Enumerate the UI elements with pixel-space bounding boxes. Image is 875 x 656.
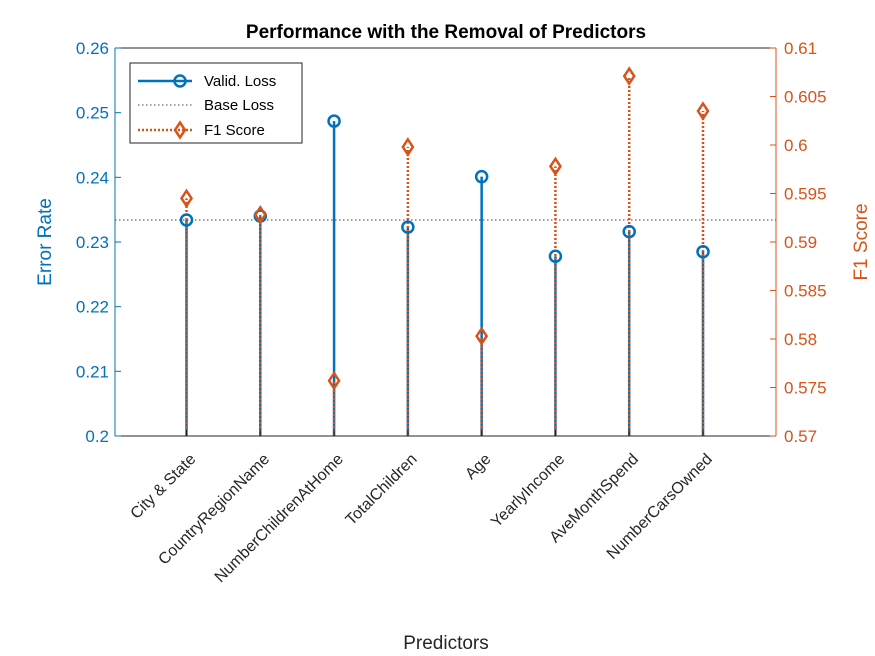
valid-loss-marker: [401, 220, 415, 234]
legend: Valid. Loss Base Loss F1 Score: [129, 62, 303, 144]
f1-score-marker: [253, 205, 267, 225]
left-tick-label: 0.21: [76, 362, 109, 381]
right-tick-label: 0.57: [784, 427, 817, 446]
right-tick-label: 0.6: [784, 136, 808, 155]
valid-loss-marker: [327, 114, 341, 128]
legend-item-f1-score: F1 Score: [138, 120, 265, 140]
left-tick-label: 0.24: [76, 168, 109, 187]
f1-score-marker: [179, 188, 194, 209]
valid-loss-marker: [622, 224, 636, 239]
f1-score-marker: [327, 370, 341, 391]
left-tick-label: 0.25: [76, 104, 109, 123]
f1-score-marker: [622, 66, 636, 86]
right-tick-label: 0.585: [784, 282, 827, 301]
valid-loss-marker: [474, 169, 489, 184]
markers-layer: [179, 66, 710, 391]
right-tick-label: 0.575: [784, 379, 827, 398]
legend-item-base-loss: Base Loss: [138, 97, 274, 114]
legend-label-base-loss: Base Loss: [204, 97, 274, 114]
x-axis-label: Predictors: [403, 633, 489, 654]
f1-score-marker: [696, 101, 710, 121]
stems-layer: [115, 76, 776, 436]
left-tick-label: 0.26: [76, 39, 109, 58]
right-tick-label: 0.61: [784, 39, 817, 58]
right-tick-label: 0.59: [784, 233, 817, 252]
legend-item-valid-loss: Valid. Loss: [138, 73, 276, 90]
right-axis-label: F1 Score: [851, 203, 872, 280]
right-tick-label: 0.605: [784, 88, 827, 107]
legend-marker-circle: [173, 74, 187, 88]
left-axis-ticks: 0.2 0.21 0.22 0.23 0.24 0.25 0.26: [76, 39, 121, 446]
legend-label-f1-score: F1 Score: [204, 122, 265, 139]
left-tick-label: 0.23: [76, 233, 109, 252]
right-axis-ticks: 0.57 0.575 0.58 0.585 0.59 0.595 0.6 0.605 0.61: [770, 39, 827, 446]
left-axis-label: Error Rate: [35, 198, 56, 286]
f1-score-marker: [548, 156, 562, 177]
valid-loss-marker: [548, 249, 563, 263]
right-tick-label: 0.595: [784, 185, 827, 204]
valid-loss-marker: [179, 213, 194, 227]
right-tick-label: 0.58: [784, 330, 817, 349]
legend-label-valid-loss: Valid. Loss: [204, 73, 276, 90]
left-tick-label: 0.22: [76, 298, 109, 317]
left-tick-label: 0.2: [85, 427, 109, 446]
legend-marker-diamond: [173, 120, 187, 140]
valid-loss-marker: [696, 244, 710, 259]
chart-title: Performance with the Removal of Predicto…: [246, 22, 646, 43]
f1-score-marker: [401, 137, 415, 157]
f1-score-marker: [475, 326, 489, 346]
